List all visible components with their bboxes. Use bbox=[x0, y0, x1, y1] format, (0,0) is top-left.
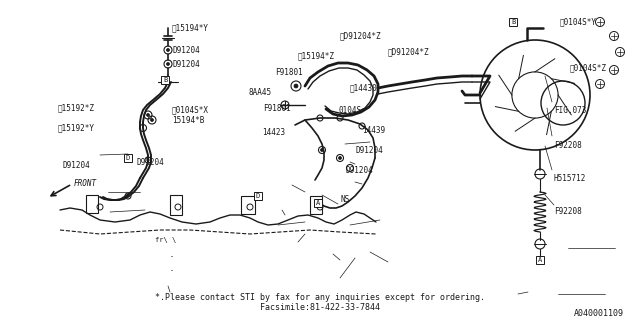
Circle shape bbox=[147, 159, 149, 161]
Text: B: B bbox=[163, 77, 167, 83]
Text: ※D91204*Z: ※D91204*Z bbox=[340, 31, 381, 41]
Text: D91204: D91204 bbox=[172, 45, 200, 54]
Text: A: A bbox=[538, 257, 542, 263]
Bar bbox=[170, 195, 182, 215]
Text: D91204: D91204 bbox=[355, 146, 383, 155]
Text: D91204: D91204 bbox=[62, 161, 90, 170]
Text: Facsimile:81-422-33-7844: Facsimile:81-422-33-7844 bbox=[260, 303, 380, 313]
Text: D: D bbox=[126, 155, 130, 161]
Bar bbox=[310, 196, 322, 214]
Text: ※15192*Z: ※15192*Z bbox=[58, 103, 95, 113]
Text: NS: NS bbox=[340, 196, 349, 204]
Text: 14423: 14423 bbox=[262, 127, 285, 137]
Text: D91204: D91204 bbox=[345, 165, 372, 174]
Circle shape bbox=[150, 118, 154, 122]
Text: D91204: D91204 bbox=[172, 60, 200, 68]
Text: ※14430: ※14430 bbox=[350, 84, 378, 92]
Text: FIG.073: FIG.073 bbox=[554, 106, 586, 115]
Bar bbox=[86, 195, 98, 213]
Text: fr\ \: fr\ \ bbox=[155, 237, 176, 243]
Text: ※D91204*Z: ※D91204*Z bbox=[388, 47, 429, 57]
Text: ※0104S*Z: ※0104S*Z bbox=[570, 63, 607, 73]
Text: *.Please contact STI by fax for any inquiries except for ordering.: *.Please contact STI by fax for any inqu… bbox=[155, 293, 485, 302]
Text: D: D bbox=[256, 193, 260, 199]
Circle shape bbox=[294, 84, 298, 88]
Text: A: A bbox=[316, 200, 320, 206]
Circle shape bbox=[166, 49, 170, 52]
Text: ※0104S*X: ※0104S*X bbox=[172, 106, 209, 115]
Text: FRONT: FRONT bbox=[74, 179, 97, 188]
Circle shape bbox=[147, 114, 150, 116]
Text: ※15194*Y: ※15194*Y bbox=[172, 23, 209, 33]
Text: 15194*B: 15194*B bbox=[172, 116, 204, 124]
Text: F91801: F91801 bbox=[263, 103, 291, 113]
Text: H515712: H515712 bbox=[554, 173, 586, 182]
Text: ※0104S*Y: ※0104S*Y bbox=[560, 18, 597, 27]
Text: 14439: 14439 bbox=[362, 125, 385, 134]
Circle shape bbox=[339, 156, 342, 159]
Text: A040001109: A040001109 bbox=[574, 309, 624, 318]
Text: ※15194*Z: ※15194*Z bbox=[298, 52, 335, 60]
Circle shape bbox=[127, 195, 129, 197]
Text: 0104S: 0104S bbox=[338, 106, 361, 115]
Text: F91801: F91801 bbox=[275, 68, 303, 76]
Bar bbox=[241, 196, 255, 214]
Text: F92208: F92208 bbox=[554, 207, 582, 217]
Text: D91204: D91204 bbox=[136, 157, 164, 166]
Text: B: B bbox=[511, 19, 515, 25]
Circle shape bbox=[321, 148, 323, 151]
Text: F92208: F92208 bbox=[554, 140, 582, 149]
Circle shape bbox=[166, 62, 170, 66]
Text: 8AA45: 8AA45 bbox=[248, 87, 271, 97]
Text: ※15192*Y: ※15192*Y bbox=[58, 124, 95, 132]
